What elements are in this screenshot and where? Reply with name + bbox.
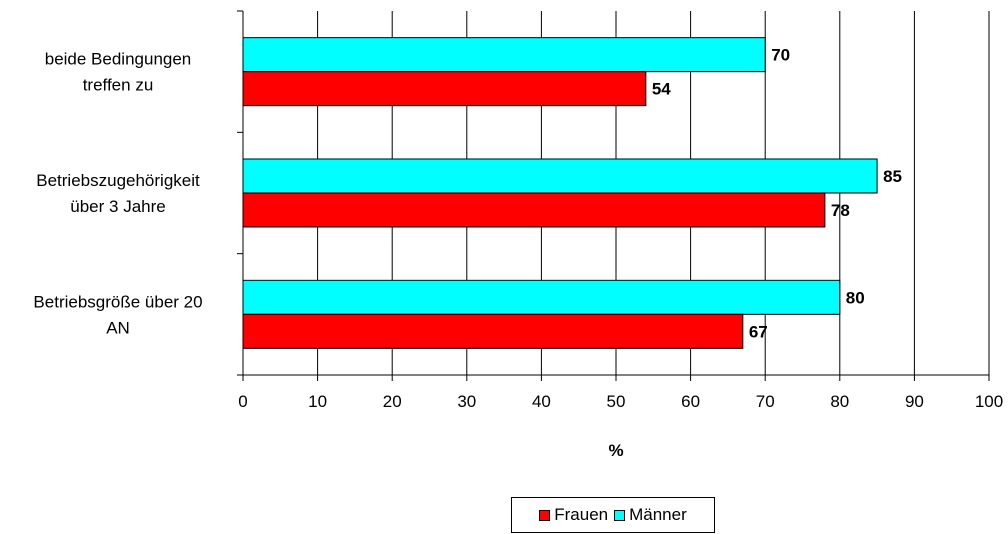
bar-maenner <box>242 37 766 73</box>
bar-maenner <box>242 158 878 194</box>
legend-label-maenner: Männer <box>629 505 687 524</box>
x-tick-label: 90 <box>905 392 924 411</box>
category-label: Betriebsgröße über 20 <box>33 292 202 311</box>
legend-item-frauen: Frauen <box>539 505 608 525</box>
data-label: 54 <box>652 80 671 99</box>
category-label: Betriebszugehörigkeit <box>36 171 200 190</box>
x-tick-label: 30 <box>457 392 476 411</box>
x-tick-label: 70 <box>756 392 775 411</box>
category-label: treffen zu <box>83 76 154 95</box>
x-tick-label: 50 <box>607 392 626 411</box>
x-tick-label: 10 <box>308 392 327 411</box>
category-label: über 3 Jahre <box>70 197 165 216</box>
x-tick-label: 80 <box>830 392 849 411</box>
x-tick-label: 40 <box>532 392 551 411</box>
data-label: 78 <box>831 201 850 220</box>
data-label: 85 <box>883 167 902 186</box>
legend-item-maenner: Männer <box>614 505 687 525</box>
category-label: beide Bedingungen <box>45 50 192 69</box>
x-tick-label: 20 <box>383 392 402 411</box>
legend-swatch-frauen <box>539 509 551 521</box>
x-tick-label: 0 <box>238 392 247 411</box>
data-label: 80 <box>846 288 865 307</box>
bar-frauen <box>242 313 744 349</box>
data-label: 67 <box>749 322 768 341</box>
bar-frauen <box>242 71 647 107</box>
x-axis-label: % <box>608 441 623 460</box>
legend-swatch-maenner <box>614 509 626 521</box>
bar-maenner <box>242 279 841 315</box>
data-label: 70 <box>771 46 790 65</box>
category-label: AN <box>106 318 130 337</box>
legend-label-frauen: Frauen <box>554 505 609 524</box>
x-tick-label: 60 <box>681 392 700 411</box>
bar-frauen <box>242 192 826 228</box>
chart-legend: Frauen Männer <box>511 497 715 533</box>
x-tick-label: 100 <box>975 392 1003 411</box>
